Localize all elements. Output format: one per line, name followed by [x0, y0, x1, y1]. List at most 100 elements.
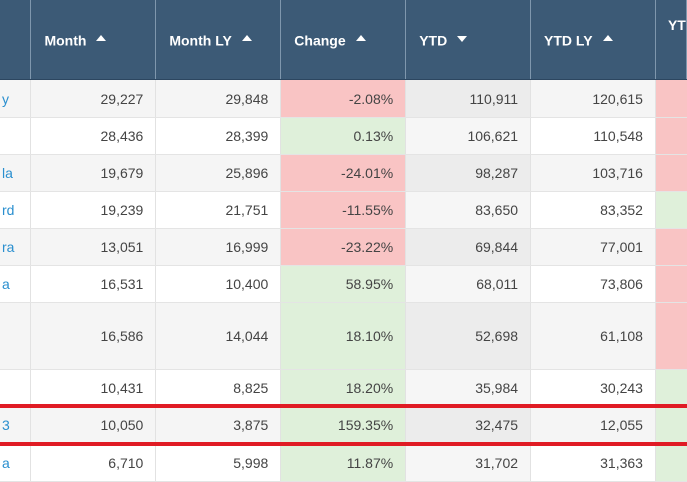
- cell-ytd-ly: 83,352: [530, 191, 656, 229]
- column-header-label: YT: [667, 17, 686, 34]
- table-row[interactable]: y 29,227 29,848 -2.08% 110,911 120,615: [0, 79, 687, 118]
- cell-month-ly: 29,848: [155, 79, 282, 118]
- cell-ytd-ly: 31,363: [530, 443, 656, 482]
- cell-change: 11.87%: [280, 443, 407, 482]
- table-body: y 29,227 29,848 -2.08% 110,911 120,615 28,436 2…: [0, 79, 687, 482]
- row-name-link[interactable]: [0, 369, 32, 407]
- cell-change: -11.55%: [280, 191, 407, 229]
- cell-month: 16,586: [30, 302, 157, 370]
- cell-change: -24.01%: [280, 154, 407, 192]
- cell-ytd-change: [655, 369, 687, 407]
- column-header-label: Change: [294, 32, 346, 49]
- cell-ytd: 110,911: [405, 79, 532, 118]
- cell-ytd-ly: 103,716: [530, 154, 656, 192]
- cell-change: 18.20%: [280, 369, 407, 407]
- cell-ytd: 52,698: [405, 302, 532, 370]
- cell-ytd-change: [655, 406, 687, 444]
- cell-month: 28,436: [30, 117, 157, 155]
- table-row[interactable]: a 16,531 10,400 58.95% 68,011 73,806: [0, 265, 687, 303]
- cell-ytd: 32,475: [405, 406, 532, 444]
- cell-month: 29,227: [30, 79, 157, 118]
- cell-change: 159.35%: [280, 406, 407, 444]
- cell-change: 58.95%: [280, 265, 407, 303]
- cell-ytd: 83,650: [405, 191, 532, 229]
- table-row[interactable]: a 6,710 5,998 11.87% 31,702 31,363: [0, 443, 687, 482]
- table-row[interactable]: 16,586 14,044 18.10% 52,698 61,108: [0, 302, 687, 370]
- cell-change: -23.22%: [280, 228, 407, 266]
- cell-ytd-change: [655, 265, 687, 303]
- table-row[interactable]: ra 13,051 16,999 -23.22% 69,844 77,001: [0, 228, 687, 266]
- row-name-link[interactable]: rd: [0, 191, 32, 229]
- column-header-ytd-change[interactable]: YT: [655, 0, 687, 80]
- cell-ytd-change: [655, 443, 687, 482]
- cell-month-ly: 21,751: [155, 191, 282, 229]
- cell-month-ly: 10,400: [155, 265, 282, 303]
- row-name-link[interactable]: la: [0, 154, 32, 192]
- highlight-outline-top: [0, 403, 687, 408]
- cell-month: 10,431: [30, 369, 157, 407]
- row-name-link[interactable]: 3: [0, 406, 32, 444]
- table-header-row: Month Month LY Change YTD YTD LY YT: [0, 0, 687, 80]
- column-header-month[interactable]: Month: [30, 0, 157, 80]
- column-header-month-ly[interactable]: Month LY: [155, 0, 282, 80]
- cell-ytd-change: [655, 154, 687, 192]
- cell-ytd-ly: 30,243: [530, 369, 656, 407]
- column-header-label: Month: [44, 32, 87, 49]
- cell-month: 19,679: [30, 154, 157, 192]
- cell-month: 6,710: [30, 443, 157, 482]
- cell-month-ly: 14,044: [155, 302, 282, 370]
- cell-month: 16,531: [30, 265, 157, 303]
- cell-ytd-ly: 12,055: [530, 406, 656, 444]
- cell-ytd-ly: 73,806: [530, 265, 656, 303]
- cell-ytd: 69,844: [405, 228, 532, 266]
- row-name-link[interactable]: a: [0, 265, 32, 303]
- table-row[interactable]: 28,436 28,399 0.13% 106,621 110,548: [0, 117, 687, 155]
- cell-ytd-change: [655, 79, 687, 118]
- cell-change: 18.10%: [280, 302, 407, 370]
- row-name-link[interactable]: [0, 117, 32, 155]
- cell-ytd-change: [655, 228, 687, 266]
- cell-ytd: 98,287: [405, 154, 532, 192]
- column-header-change[interactable]: Change: [280, 0, 407, 80]
- cell-ytd-ly: 61,108: [530, 302, 656, 370]
- cell-ytd-change: [655, 117, 687, 155]
- cell-ytd-ly: 77,001: [530, 228, 656, 266]
- cell-ytd: 68,011: [405, 265, 532, 303]
- sort-ascending-icon[interactable]: [355, 35, 366, 42]
- column-header-label: YTD: [419, 32, 448, 49]
- cell-month: 19,239: [30, 191, 157, 229]
- column-header-ytd-ly[interactable]: YTD LY: [530, 0, 656, 80]
- cell-month-ly: 8,825: [155, 369, 282, 407]
- cell-month: 10,050: [30, 406, 157, 444]
- row-name-link[interactable]: y: [0, 79, 32, 118]
- sort-ascending-icon[interactable]: [602, 35, 613, 42]
- table-row[interactable]: rd 19,239 21,751 -11.55% 83,650 83,352: [0, 191, 687, 229]
- cell-month-ly: 5,998: [155, 443, 282, 482]
- cell-ytd-ly: 110,548: [530, 117, 656, 155]
- sort-ascending-icon[interactable]: [241, 35, 252, 42]
- cell-ytd: 106,621: [405, 117, 532, 155]
- column-header-ytd[interactable]: YTD: [405, 0, 532, 80]
- row-name-link[interactable]: [0, 302, 32, 370]
- column-header-label: YTD LY: [544, 32, 593, 49]
- table-row[interactable]: 10,431 8,825 18.20% 35,984 30,243: [0, 369, 687, 407]
- cell-ytd: 35,984: [405, 369, 532, 407]
- cell-ytd: 31,702: [405, 443, 532, 482]
- row-name-link[interactable]: ra: [0, 228, 32, 266]
- highlight-outline-bottom: [0, 441, 687, 446]
- table-row[interactable]: la 19,679 25,896 -24.01% 98,287 103,716: [0, 154, 687, 192]
- cell-month-ly: 16,999: [155, 228, 282, 266]
- cell-ytd-ly: 120,615: [530, 79, 656, 118]
- cell-month-ly: 25,896: [155, 154, 282, 192]
- cell-ytd-change: [655, 302, 687, 370]
- sort-ascending-icon[interactable]: [96, 35, 107, 42]
- column-header-label: Month LY: [169, 32, 232, 49]
- sort-descending-icon[interactable]: [457, 36, 468, 43]
- table-row-highlighted[interactable]: 3 10,050 3,875 159.35% 32,475 12,055: [0, 406, 687, 444]
- cell-ytd-change: [655, 191, 687, 229]
- cell-month-ly: 28,399: [155, 117, 282, 155]
- row-name-link[interactable]: a: [0, 443, 32, 482]
- column-header-name[interactable]: [0, 0, 32, 80]
- cell-month: 13,051: [30, 228, 157, 266]
- cell-month-ly: 3,875: [155, 406, 282, 444]
